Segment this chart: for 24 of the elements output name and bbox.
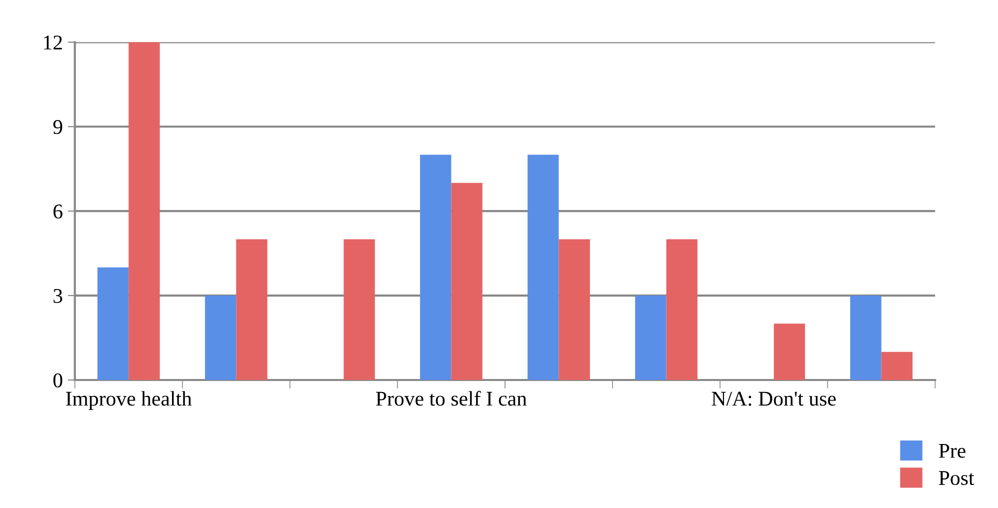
bar — [528, 154, 559, 380]
y-tick-label: 0 — [53, 373, 62, 388]
y-tick-label: 12 — [44, 36, 62, 50]
bar — [204, 296, 236, 380]
y-tick-label: 6 — [54, 204, 62, 219]
bar — [344, 239, 375, 380]
y-tick-label: 3 — [54, 288, 62, 303]
x-tick-label: Prove to self I can — [376, 390, 527, 406]
x-tick-label: N/A: Don't use — [712, 392, 836, 406]
x-tick-label: Improve health — [66, 391, 192, 410]
legend-label: Pre — [938, 444, 966, 458]
bar — [558, 239, 590, 380]
bar — [97, 267, 129, 380]
y-tick-label: 9 — [53, 120, 62, 134]
legend-label: Post — [938, 471, 974, 486]
bar — [881, 352, 913, 380]
bar — [236, 239, 268, 380]
bar — [420, 154, 452, 380]
bar — [666, 239, 698, 380]
bar — [451, 182, 482, 380]
bar — [774, 324, 806, 380]
bar — [635, 296, 666, 380]
bar — [128, 42, 160, 380]
bar — [850, 296, 882, 380]
